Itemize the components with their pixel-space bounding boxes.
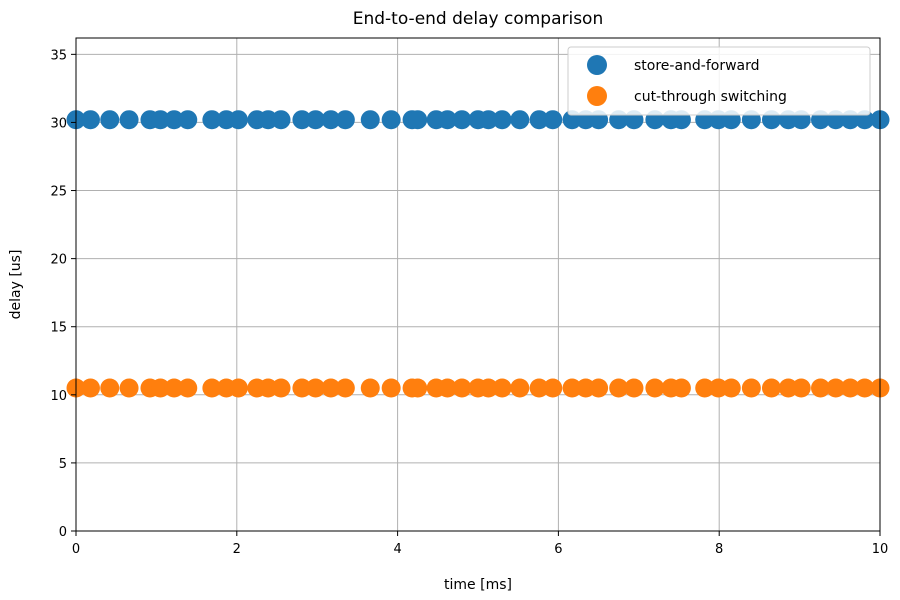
point-store-and-forward: [100, 110, 120, 130]
point-cut-through-switching: [811, 378, 831, 398]
y-axis-label: delay [us]: [8, 250, 24, 320]
chart-title: End-to-end delay comparison: [353, 9, 604, 29]
x-tick-label: 6: [554, 542, 562, 557]
point-cut-through-switching: [645, 378, 665, 398]
point-cut-through-switching: [609, 378, 629, 398]
point-cut-through-switching: [478, 378, 498, 398]
point-cut-through-switching: [721, 378, 741, 398]
point-cut-through-switching: [119, 378, 139, 398]
point-store-and-forward: [228, 110, 248, 130]
point-cut-through-switching: [791, 378, 811, 398]
point-store-and-forward: [178, 110, 198, 130]
point-cut-through-switching: [562, 378, 582, 398]
point-store-and-forward: [529, 110, 549, 130]
point-cut-through-switching: [202, 378, 222, 398]
point-store-and-forward: [202, 110, 222, 130]
x-tick-label: 2: [233, 542, 241, 557]
legend-label-cut-through-switching: cut-through switching: [634, 89, 787, 105]
point-store-and-forward: [150, 110, 170, 130]
point-store-and-forward: [492, 110, 512, 130]
point-cut-through-switching: [589, 378, 609, 398]
point-cut-through-switching: [624, 378, 644, 398]
legend-label-store-and-forward: store-and-forward: [634, 58, 760, 74]
point-cut-through-switching: [761, 378, 781, 398]
y-tick-label: 0: [59, 525, 67, 540]
point-cut-through-switching: [408, 378, 428, 398]
point-store-and-forward: [119, 110, 139, 130]
y-tick-label: 20: [50, 253, 67, 268]
point-cut-through-switching: [671, 378, 691, 398]
point-store-and-forward: [360, 110, 380, 130]
point-cut-through-switching: [335, 378, 355, 398]
point-store-and-forward: [452, 110, 472, 130]
point-cut-through-switching: [80, 378, 100, 398]
point-store-and-forward: [292, 110, 312, 130]
point-cut-through-switching: [840, 378, 860, 398]
point-store-and-forward: [80, 110, 100, 130]
point-cut-through-switching: [164, 378, 184, 398]
legend-marker-store-and-forward: [587, 55, 607, 75]
point-store-and-forward: [306, 110, 326, 130]
y-tick-label: 10: [50, 389, 67, 404]
point-store-and-forward: [381, 110, 401, 130]
point-cut-through-switching: [437, 378, 457, 398]
y-tick-label: 5: [59, 457, 67, 472]
point-cut-through-switching: [178, 378, 198, 398]
x-tick-label: 8: [715, 542, 723, 557]
point-store-and-forward: [271, 110, 291, 130]
point-store-and-forward: [335, 110, 355, 130]
point-cut-through-switching: [510, 378, 530, 398]
point-store-and-forward: [437, 110, 457, 130]
axis-ticks: 0 2 4 6 8 10 0 5 10 15 20 25 30 35: [50, 48, 888, 557]
point-store-and-forward: [478, 110, 498, 130]
legend-marker-cut-through-switching: [587, 86, 607, 106]
point-cut-through-switching: [381, 378, 401, 398]
point-cut-through-switching: [741, 378, 761, 398]
point-cut-through-switching: [543, 378, 563, 398]
point-cut-through-switching: [306, 378, 326, 398]
y-tick-label: 30: [50, 116, 67, 131]
point-cut-through-switching: [826, 378, 846, 398]
point-cut-through-switching: [271, 378, 291, 398]
point-store-and-forward: [321, 110, 341, 130]
point-cut-through-switching: [228, 378, 248, 398]
point-store-and-forward: [164, 110, 184, 130]
y-tick-label: 15: [50, 321, 67, 336]
x-tick-label: 4: [393, 542, 401, 557]
point-cut-through-switching: [695, 378, 715, 398]
y-tick-label: 35: [50, 48, 67, 63]
point-store-and-forward: [408, 110, 428, 130]
point-store-and-forward: [543, 110, 563, 130]
x-axis-label: time [ms]: [444, 577, 512, 593]
point-cut-through-switching: [452, 378, 472, 398]
y-tick-label: 25: [50, 185, 67, 200]
point-cut-through-switching: [492, 378, 512, 398]
point-cut-through-switching: [150, 378, 170, 398]
point-cut-through-switching: [529, 378, 549, 398]
x-tick-label: 0: [72, 542, 80, 557]
legend-box: [567, 46, 871, 116]
point-cut-through-switching: [100, 378, 120, 398]
legend: store-and-forward cut-through switching: [567, 46, 871, 116]
point-cut-through-switching: [360, 378, 380, 398]
x-tick-label: 10: [872, 542, 889, 557]
plot-frame: [75, 37, 881, 532]
point-store-and-forward: [510, 110, 530, 130]
point-cut-through-switching: [321, 378, 341, 398]
point-cut-through-switching: [855, 378, 875, 398]
point-cut-through-switching: [292, 378, 312, 398]
